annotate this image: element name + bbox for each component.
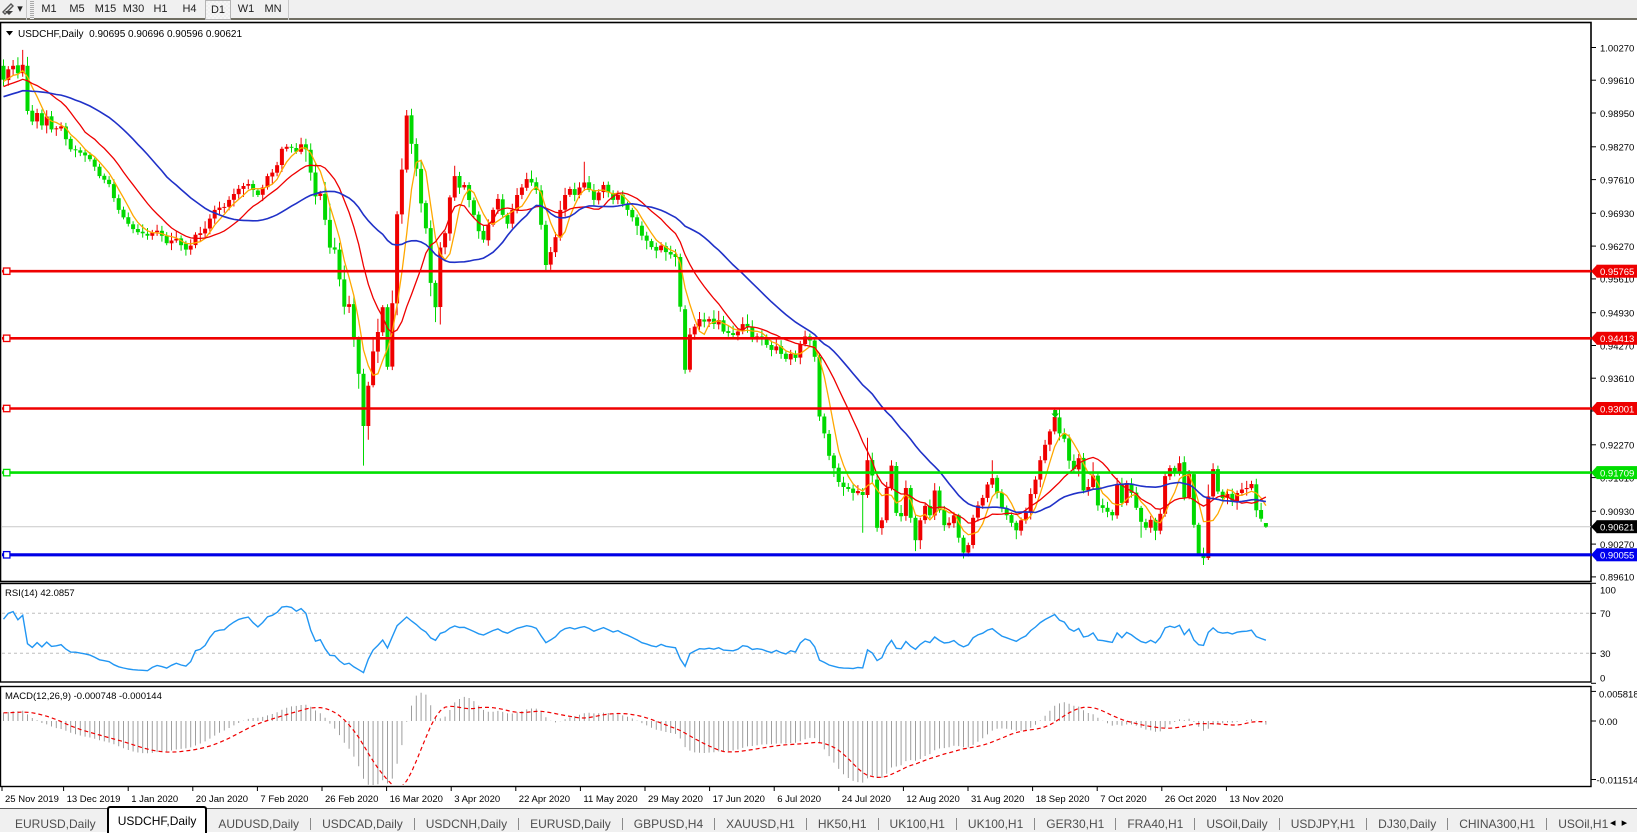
svg-text:7 Oct 2020: 7 Oct 2020 <box>1100 794 1146 805</box>
svg-text:0.96270: 0.96270 <box>1600 242 1634 253</box>
svg-text:-0.011514: -0.011514 <box>1597 775 1637 786</box>
svg-text:30: 30 <box>1600 649 1611 660</box>
svg-text:11 May 2020: 11 May 2020 <box>583 794 637 805</box>
svg-text:1 Jan 2020: 1 Jan 2020 <box>131 794 178 805</box>
svg-text:100: 100 <box>1600 585 1616 596</box>
svg-text:MACD(12,26,9) -0.000748 -0.000: MACD(12,26,9) -0.000748 -0.000144 <box>5 691 162 702</box>
svg-text:0.90621: 0.90621 <box>1600 523 1634 534</box>
svg-text:0: 0 <box>1600 673 1605 684</box>
svg-text:0.98950: 0.98950 <box>1600 109 1634 120</box>
svg-text:0.93001: 0.93001 <box>1600 404 1634 415</box>
svg-text:13 Nov 2020: 13 Nov 2020 <box>1229 794 1283 805</box>
svg-text:18 Sep 2020: 18 Sep 2020 <box>1036 794 1090 805</box>
svg-text:26 Feb 2020: 26 Feb 2020 <box>325 794 378 805</box>
svg-text:25 Nov 2019: 25 Nov 2019 <box>5 794 59 805</box>
svg-text:0.96930: 0.96930 <box>1600 209 1634 220</box>
svg-text:3 Apr 2020: 3 Apr 2020 <box>454 794 500 805</box>
svg-text:6 Jul 2020: 6 Jul 2020 <box>777 794 821 805</box>
svg-text:26 Oct 2020: 26 Oct 2020 <box>1165 794 1217 805</box>
svg-text:0.005818: 0.005818 <box>1599 689 1637 700</box>
svg-text:0.93610: 0.93610 <box>1600 374 1634 385</box>
svg-text:24 Jul 2020: 24 Jul 2020 <box>842 794 891 805</box>
svg-text:0.90055: 0.90055 <box>1600 551 1634 562</box>
svg-text:31 Aug 2020: 31 Aug 2020 <box>971 794 1024 805</box>
svg-text:0.94930: 0.94930 <box>1600 309 1634 320</box>
svg-text:0.92270: 0.92270 <box>1600 441 1634 452</box>
svg-text:RSI(14) 42.0857: RSI(14) 42.0857 <box>5 588 75 599</box>
svg-text:0.00: 0.00 <box>1599 717 1618 728</box>
svg-text:0.98270: 0.98270 <box>1600 143 1634 154</box>
svg-text:22 Apr 2020: 22 Apr 2020 <box>519 794 570 805</box>
svg-text:0.97610: 0.97610 <box>1600 175 1634 186</box>
svg-text:0.99610: 0.99610 <box>1600 76 1634 87</box>
svg-text:70: 70 <box>1600 609 1611 620</box>
svg-text:0.90930: 0.90930 <box>1600 507 1634 518</box>
svg-text:0.91709: 0.91709 <box>1600 468 1634 479</box>
svg-text:20 Jan 2020: 20 Jan 2020 <box>196 794 248 805</box>
svg-text:0.95765: 0.95765 <box>1600 267 1634 278</box>
svg-text:13 Dec 2019: 13 Dec 2019 <box>67 794 121 805</box>
svg-text:1.00270: 1.00270 <box>1600 43 1634 54</box>
svg-text:17 Jun 2020: 17 Jun 2020 <box>713 794 765 805</box>
svg-text:12 Aug 2020: 12 Aug 2020 <box>906 794 959 805</box>
svg-text:29 May 2020: 29 May 2020 <box>648 794 703 805</box>
svg-text:7 Feb 2020: 7 Feb 2020 <box>260 794 308 805</box>
svg-text:0.94413: 0.94413 <box>1600 334 1634 345</box>
svg-text:16 Mar 2020: 16 Mar 2020 <box>390 794 443 805</box>
svg-text:0.89610: 0.89610 <box>1600 573 1634 584</box>
svg-text:USDCHF,Daily 0.90695 0.90696: USDCHF,Daily 0.90695 0.90696 0.90596 0.9… <box>18 29 242 40</box>
